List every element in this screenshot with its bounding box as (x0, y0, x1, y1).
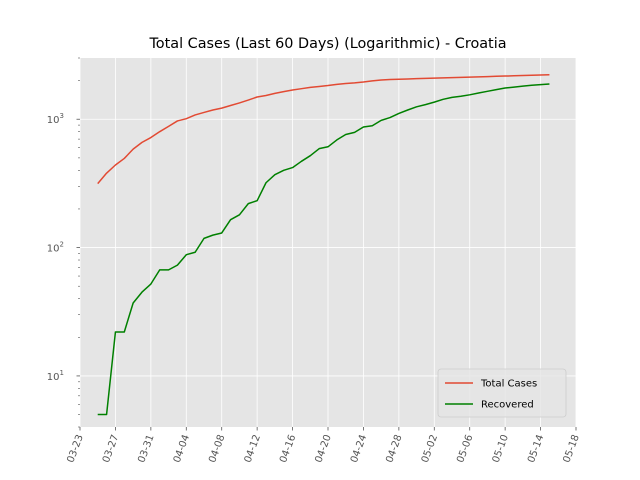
legend: Total Cases Recovered (437, 368, 567, 418)
y-tick-exponent: 2 (60, 241, 64, 249)
legend-label: Total Cases (480, 379, 537, 390)
series-lines (97, 74, 550, 416)
legend-box (437, 368, 567, 418)
y-tick-exponent: 3 (60, 112, 64, 120)
y-tick-base: 10 (47, 115, 60, 126)
chart-title: Total Cases (Last 60 Days) (Logarithmic)… (148, 36, 506, 52)
y-tick-base: 10 (47, 244, 60, 255)
y-tick-label: 102 (47, 241, 64, 255)
y-tick-label: 101 (47, 369, 64, 383)
y-tick-label: 103 (47, 112, 64, 126)
y-tick-exponent: 1 (60, 369, 64, 377)
y-tick-base: 10 (47, 372, 60, 383)
legend-label: Recovered (481, 400, 534, 411)
series-line-recovered (97, 83, 550, 416)
series-line-total-cases (97, 74, 550, 185)
